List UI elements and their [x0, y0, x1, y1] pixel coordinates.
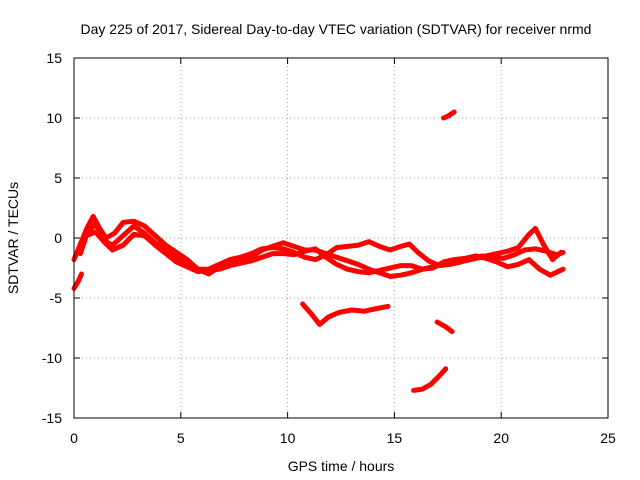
x-tick-label: 5 — [177, 430, 185, 446]
data-segment-d — [434, 319, 455, 335]
x-tick-label: 25 — [600, 430, 616, 446]
data-track-3 — [84, 229, 566, 278]
x-tick-label: 15 — [387, 430, 403, 446]
data-traces — [71, 109, 566, 393]
x-tick-label: 20 — [493, 430, 509, 446]
chart-title: Day 225 of 2017, Sidereal Day-to-day VTE… — [81, 21, 592, 37]
y-tick-label: 15 — [46, 50, 62, 66]
data-segment-b — [300, 301, 391, 327]
y-tick-label: -10 — [42, 350, 62, 366]
y-tick-label: -15 — [42, 410, 62, 426]
data-segment-c — [411, 366, 449, 393]
y-tick-label: -5 — [50, 290, 63, 306]
data-segment-e — [441, 109, 457, 121]
y-tick-label: 0 — [54, 230, 62, 246]
data-segment-a — [71, 271, 84, 291]
data-track-1 — [71, 213, 564, 279]
grid-lines — [74, 58, 608, 418]
x-tick-label: 10 — [280, 430, 296, 446]
y-tick-label: 5 — [54, 170, 62, 186]
x-axis-label: GPS time / hours — [288, 458, 395, 474]
y-axis-label: SDTVAR / TECUs — [5, 182, 21, 294]
axis-ticks: 0 5 10 15 20 25 -15 -10 -5 0 5 10 15 — [42, 50, 616, 446]
x-tick-label: 0 — [70, 430, 78, 446]
y-tick-label: 10 — [46, 110, 62, 126]
